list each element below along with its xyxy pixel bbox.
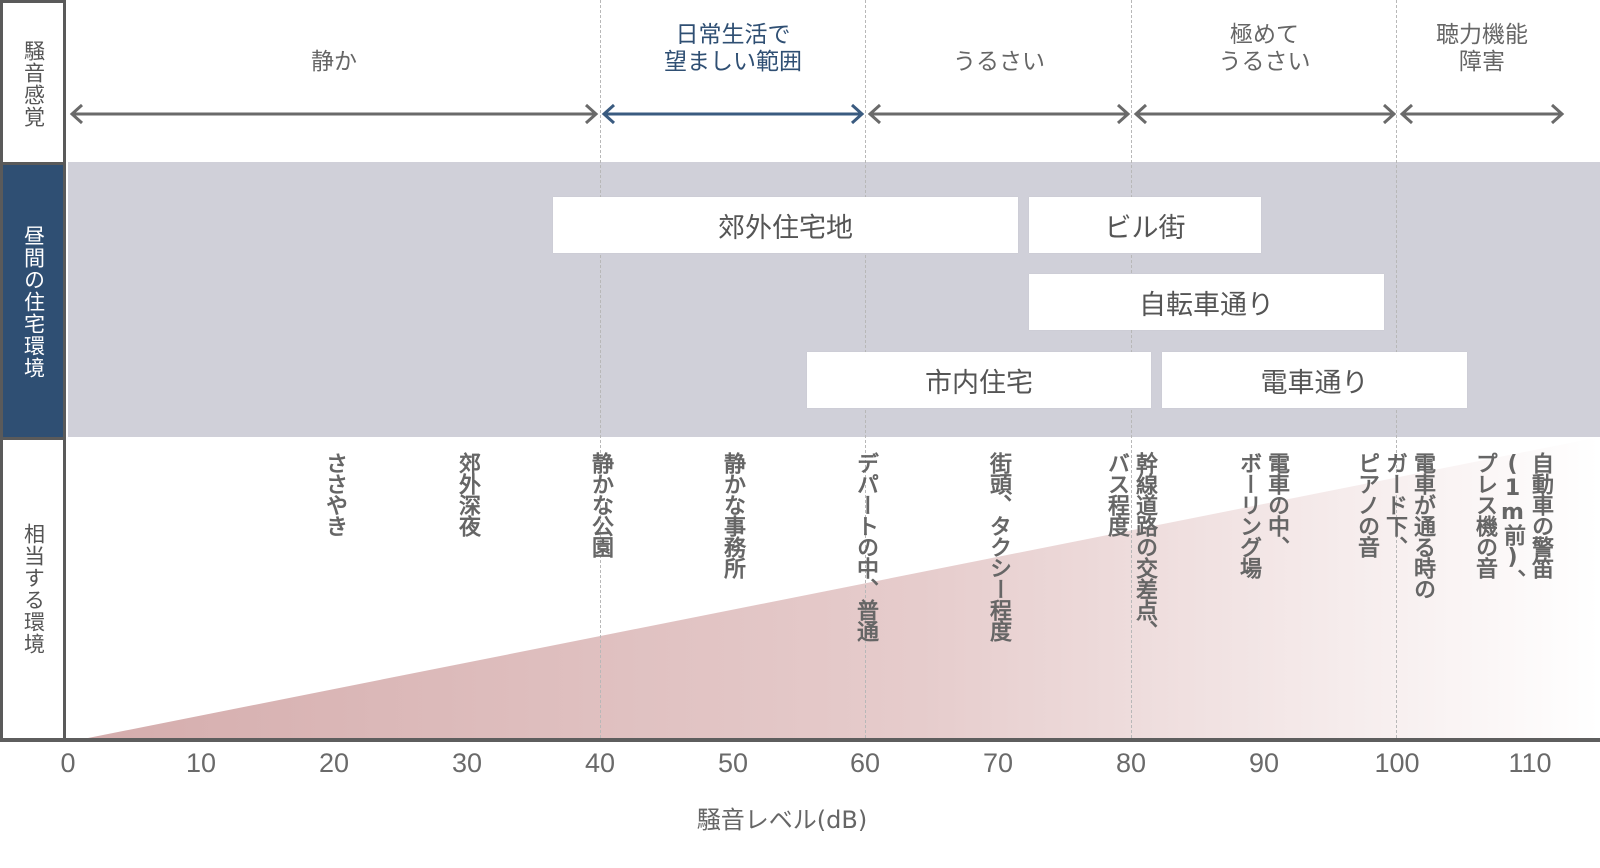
x-tick: 80	[1115, 748, 1147, 778]
x-axis-line	[0, 738, 1600, 742]
zone-label-desirable: 日常生活で 望ましい範囲	[664, 22, 802, 75]
equivalent-quiet-office: 静かな事務所	[720, 452, 745, 578]
x-tick: 60	[849, 748, 881, 778]
range-suburban-residential: 郊外住宅地	[553, 197, 1018, 253]
zone-label-noisy: うるさい	[953, 49, 1045, 75]
row-label-daytime-residential: 昼間の住宅環境	[0, 162, 66, 439]
zone-label-quiet: 静か	[311, 49, 357, 75]
range-train-street: 電車通り	[1162, 352, 1467, 408]
x-axis-title: 騒音レベル(dB)	[696, 806, 868, 834]
equivalent-train-underpass-piano: 電車が通る時の ガード下、 ピアノの音	[1354, 452, 1435, 599]
x-tick: 50	[717, 748, 749, 778]
zone-arrows	[69, 103, 1565, 125]
equivalent-department-store: デパートの中、普通	[853, 452, 878, 641]
grid-line-40	[600, 0, 601, 738]
equivalent-street-taxi: 街頭、タクシー程度	[986, 452, 1011, 641]
equivalent-train-bowling: 電車の中、 ボーリング場	[1236, 452, 1289, 578]
x-tick: 30	[451, 748, 483, 778]
row-label-text: 騒音感覚	[21, 39, 46, 128]
zone-label-hearing-damage: 聴力機能 障害	[1436, 22, 1528, 75]
x-tick: 110	[1508, 748, 1552, 778]
row-label-text: 昼間の住宅環境	[21, 225, 46, 379]
x-tick: 90	[1248, 748, 1280, 778]
range-city-residential: 市内住宅	[807, 352, 1151, 408]
x-tick: 70	[982, 748, 1014, 778]
row-label-text: 相当する環境	[21, 523, 46, 655]
row-label-equivalent-env: 相当する環境	[0, 437, 66, 741]
x-tick: 100	[1374, 748, 1420, 778]
equivalent-quiet-park: 静かな公園	[588, 452, 613, 557]
zone-label-very-noisy: 極めて うるさい	[1218, 22, 1311, 75]
loudness-wedge	[88, 437, 1600, 738]
range-office-district: ビル街	[1029, 197, 1261, 253]
equivalent-car-horn-press: 自動車の警笛 (1m前)、 プレス機の音	[1472, 452, 1553, 590]
x-tick: 0	[60, 748, 76, 778]
equivalent-suburb-night: 郊外深夜	[455, 452, 480, 536]
equivalent-whisper: ささやき	[322, 452, 347, 536]
x-tick: 40	[584, 748, 616, 778]
range-bicycle-street: 自転車通り	[1029, 274, 1384, 330]
x-tick: 20	[318, 748, 350, 778]
row-label-noise-sense: 騒音感覚	[0, 0, 66, 164]
equivalent-arterial-intersection: 幹線道路の交差点、 バス程度	[1104, 452, 1157, 641]
x-tick: 10	[185, 748, 217, 778]
